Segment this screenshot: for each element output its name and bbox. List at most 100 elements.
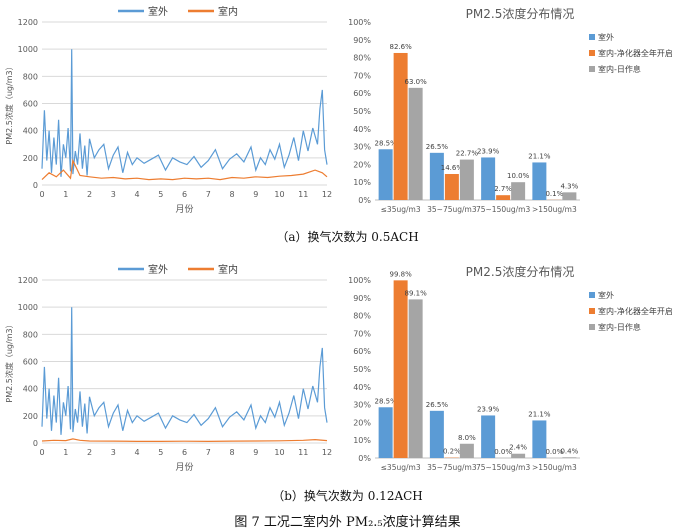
- bar-b-bar-0-2: [481, 415, 496, 458]
- bar-b-bar-1-0: [393, 280, 408, 458]
- bar-b-data-label: 2.4%: [509, 444, 527, 452]
- bar-a-y-tick-label: 80%: [353, 54, 371, 63]
- bar-a-y-tick-label: 0%: [358, 196, 371, 205]
- bar-a-legend-swatch: [589, 34, 595, 40]
- bar-a-legend-label: 室内-净化器全年开启: [598, 48, 673, 58]
- bar-a-bar-2-2: [511, 182, 526, 200]
- figure-caption: 图 7 工况二室内外 PM₂.₅浓度计算结果: [234, 515, 461, 530]
- bar-b-data-label: 0.0%: [494, 448, 512, 456]
- line-b-x-tick-label: 5: [158, 448, 163, 457]
- bar-b-y-tick-label: 10%: [353, 436, 371, 445]
- line-a-x-tick-label: 6: [182, 190, 187, 199]
- line-b-x-tick-label: 9: [253, 448, 258, 457]
- line-b-y-tick-label: 600: [23, 358, 38, 367]
- bar-b-legend-label: 室内-日作息: [598, 322, 641, 332]
- bar-b-bar-2-1: [459, 443, 474, 458]
- bar-a-category-label: >150ug/m3: [532, 205, 577, 214]
- bar-a-data-label: 2.7%: [494, 185, 512, 193]
- bar-a-category-label: 75~150ug/m3: [476, 205, 530, 214]
- line-b-series-line-indoor: [41, 438, 328, 443]
- bar-a-bar-1-0: [393, 52, 408, 200]
- line-a-x-tick-label: 1: [63, 190, 68, 199]
- line-a-series-line-outdoor: [41, 49, 328, 177]
- line-a-y-axis-label: PM2.5浓度（ug/m3）: [4, 62, 14, 144]
- bar-b-y-tick-label: 0%: [358, 454, 371, 463]
- bar-b-category-label: 35~75ug/m3: [427, 463, 477, 472]
- line-a-legend-label: 室外: [148, 5, 168, 18]
- line-a-y-tick-label: 200: [23, 154, 38, 163]
- line-b-x-tick-label: 0: [39, 448, 44, 457]
- line-b-x-tick-label: 4: [134, 448, 139, 457]
- bar-a-y-tick-label: 90%: [353, 36, 371, 45]
- bar-b-y-tick-label: 30%: [353, 401, 371, 410]
- bar-b-legend-swatch: [589, 292, 595, 298]
- bar-b-category-label: 75~150ug/m3: [476, 463, 530, 472]
- bar-b-bar-0-3: [532, 420, 547, 458]
- bar-a-bar-2-0: [408, 87, 423, 200]
- bar-a-legend-swatch: [589, 66, 595, 72]
- line-b-x-tick-label: 7: [206, 448, 211, 457]
- bar-b-y-tick-label: 70%: [353, 329, 371, 338]
- line-a-x-tick-label: 7: [206, 190, 211, 199]
- bar-b-data-label: 28.5%: [375, 397, 398, 405]
- bar-a-data-label: 21.1%: [528, 152, 551, 160]
- bar-b-data-label: 0.0%: [545, 448, 563, 456]
- bar-a-data-label: 26.5%: [426, 143, 449, 151]
- bar-a-bar-1-2: [496, 195, 511, 200]
- bar-b-y-tick-label: 100%: [348, 276, 371, 285]
- bar-a-data-label: 28.5%: [375, 139, 398, 147]
- line-b-series-line-outdoor: [41, 307, 328, 435]
- bar-a-y-tick-label: 50%: [353, 107, 371, 116]
- bar-a-bar-0-2: [481, 157, 496, 200]
- line-b-legend-label: 室内: [218, 263, 238, 276]
- bar-b-data-label: 99.8%: [390, 270, 413, 278]
- bar-a-legend-label: 室外: [598, 32, 614, 42]
- bar-a-bar-2-3: [562, 192, 577, 200]
- line-a-x-tick-label: 2: [87, 190, 92, 199]
- line-b-x-tick-label: 3: [111, 448, 116, 457]
- bar-b-bar-2-0: [408, 299, 423, 458]
- bar-a-data-label: 22.7%: [456, 150, 479, 158]
- bar-b-y-tick-label: 80%: [353, 312, 371, 321]
- bar-b-y-tick-label: 40%: [353, 383, 371, 392]
- line-a-x-tick-label: 4: [134, 190, 139, 199]
- bar-a-legend-swatch: [589, 50, 595, 56]
- line-b-y-tick-label: 0: [33, 439, 38, 448]
- subcaption-b: （b）换气次数为 0.12ACH: [272, 489, 423, 503]
- bar-a-bar-0-3: [532, 162, 547, 200]
- bar-a-title: PM2.5浓度分布情况: [466, 6, 575, 21]
- bar-b-legend-label: 室内-净化器全年开启: [598, 306, 673, 316]
- line-b-y-tick-label: 1200: [18, 276, 38, 285]
- bar-b-y-tick-label: 90%: [353, 294, 371, 303]
- line-a-y-tick-label: 800: [23, 72, 38, 81]
- bar-a-y-tick-label: 20%: [353, 160, 371, 169]
- bar-a-y-tick-label: 60%: [353, 89, 371, 98]
- subcaption-a: （a）换气次数为 0.5ACH: [276, 230, 419, 244]
- bar-a-bar-0-0: [378, 149, 393, 200]
- line-b-y-axis-label: PM2.5浓度（ug/m3）: [4, 320, 14, 402]
- bar-b-bar-2-2: [511, 453, 526, 458]
- line-b-x-tick-label: 10: [274, 448, 284, 457]
- bar-a-y-tick-label: 30%: [353, 143, 371, 152]
- line-a-x-tick-label: 10: [274, 190, 284, 199]
- bar-a-data-label: 23.9%: [477, 147, 500, 155]
- line-b-legend-label: 室外: [148, 263, 168, 276]
- line-b-y-tick-label: 200: [23, 412, 38, 421]
- line-a-x-tick-label: 3: [111, 190, 116, 199]
- bar-b-legend-swatch: [589, 308, 595, 314]
- line-a-x-tick-label: 0: [39, 190, 44, 199]
- bar-b-data-label: 89.1%: [405, 289, 428, 297]
- line-b-x-tick-label: 6: [182, 448, 187, 457]
- bar-a-data-label: 82.6%: [390, 43, 413, 51]
- bar-a-data-label: 63.0%: [405, 78, 428, 86]
- line-a-y-tick-label: 1000: [18, 45, 38, 54]
- bar-b-category-label: ≤35ug/m3: [381, 463, 421, 472]
- bar-a-data-label: 4.3%: [560, 182, 578, 190]
- bar-a-bar-1-1: [444, 174, 459, 200]
- bar-a-legend-label: 室内-日作息: [598, 64, 641, 74]
- bar-b-bar-2-3: [562, 457, 577, 458]
- bar-b-category-label: >150ug/m3: [532, 463, 577, 472]
- bar-b-bar-0-0: [378, 407, 393, 458]
- line-a-y-tick-label: 1200: [18, 18, 38, 27]
- bar-a-category-label: ≤35ug/m3: [381, 205, 421, 214]
